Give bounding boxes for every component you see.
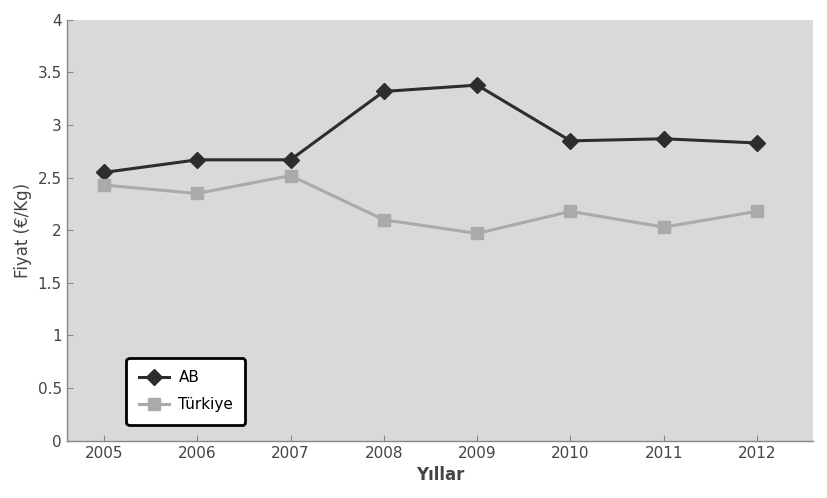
AB	[379, 89, 389, 95]
Türkiye	[566, 208, 576, 214]
Y-axis label: Fiyat (€/Kg): Fiyat (€/Kg)	[14, 183, 32, 278]
Türkiye	[99, 182, 109, 188]
AB	[285, 157, 295, 163]
AB	[659, 136, 669, 142]
Türkiye	[753, 208, 762, 214]
Türkiye	[379, 217, 389, 223]
Line: Türkiye: Türkiye	[98, 170, 762, 239]
Türkiye	[659, 224, 669, 230]
AB	[472, 82, 482, 88]
AB	[566, 138, 576, 144]
Line: AB: AB	[98, 80, 762, 178]
Legend: AB, Türkiye: AB, Türkiye	[127, 358, 246, 425]
Türkiye	[192, 190, 202, 196]
AB	[753, 140, 762, 146]
AB	[99, 169, 109, 175]
Türkiye	[285, 173, 295, 179]
AB	[192, 157, 202, 163]
Türkiye	[472, 231, 482, 237]
X-axis label: Yıllar: Yıllar	[416, 466, 464, 484]
